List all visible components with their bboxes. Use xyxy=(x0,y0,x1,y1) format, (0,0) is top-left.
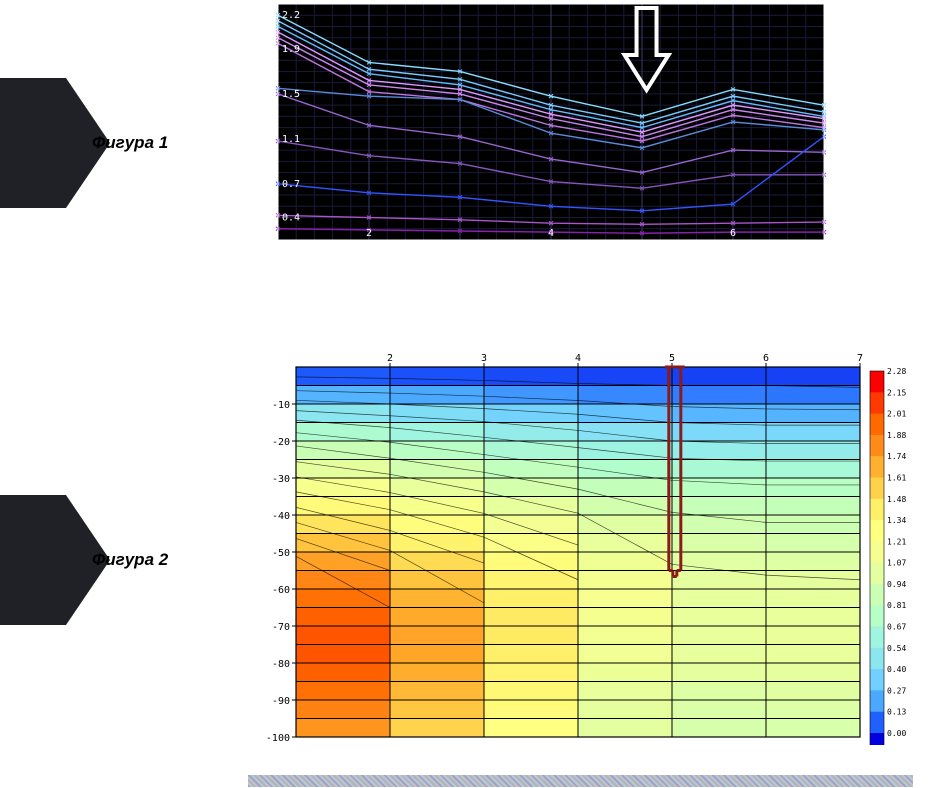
svg-text:3: 3 xyxy=(481,353,487,364)
svg-text:-10: -10 xyxy=(272,400,290,411)
svg-text:0.27: 0.27 xyxy=(887,686,906,695)
svg-text:0.67: 0.67 xyxy=(887,623,906,632)
svg-text:7: 7 xyxy=(857,353,863,364)
svg-text:2: 2 xyxy=(387,353,393,364)
svg-text:-30: -30 xyxy=(272,474,290,485)
svg-text:1.1: 1.1 xyxy=(282,134,300,145)
svg-text:1.9: 1.9 xyxy=(282,44,300,55)
svg-text:0.40: 0.40 xyxy=(887,665,906,674)
figure1-label-text: Фигура 1 xyxy=(92,133,168,153)
svg-text:0.4: 0.4 xyxy=(282,213,300,224)
svg-text:1.34: 1.34 xyxy=(887,516,906,525)
svg-text:4: 4 xyxy=(575,353,581,364)
svg-text:2.28: 2.28 xyxy=(887,367,906,376)
svg-text:1.5: 1.5 xyxy=(282,89,300,100)
svg-text:2: 2 xyxy=(366,228,372,239)
svg-text:6: 6 xyxy=(730,228,736,239)
svg-text:1.74: 1.74 xyxy=(887,452,906,461)
svg-text:-40: -40 xyxy=(272,511,290,522)
svg-text:0.13: 0.13 xyxy=(887,708,906,717)
svg-text:-20: -20 xyxy=(272,437,290,448)
figure2-chart: 2 3 4 5 6 7 -10 -20 -30 -40 -50 -60 -70 -80 -90 -100 2.2… xyxy=(248,345,918,745)
svg-text:1.07: 1.07 xyxy=(887,559,906,568)
svg-text:-70: -70 xyxy=(272,622,290,633)
svg-text:4: 4 xyxy=(548,228,554,239)
figure1-label-arrow: Фигура 1 xyxy=(0,78,220,208)
svg-text:5: 5 xyxy=(669,353,675,364)
svg-text:0.94: 0.94 xyxy=(887,580,906,589)
svg-text:1.48: 1.48 xyxy=(887,495,906,504)
figure2-label-arrow: Фигура 2 xyxy=(0,495,220,625)
svg-text:2.15: 2.15 xyxy=(887,388,906,397)
svg-text:-90: -90 xyxy=(272,696,290,707)
svg-text:-80: -80 xyxy=(272,659,290,670)
svg-text:2.2: 2.2 xyxy=(282,10,300,21)
figure1-chart: 0.4 0.7 1.1 1.5 1.9 2.2 2 4 6 xyxy=(248,0,828,260)
svg-text:0.81: 0.81 xyxy=(887,601,906,610)
svg-text:-100: -100 xyxy=(266,733,290,744)
svg-text:1.61: 1.61 xyxy=(887,473,906,482)
svg-text:0.7: 0.7 xyxy=(282,179,300,190)
svg-text:0.54: 0.54 xyxy=(887,644,906,653)
svg-text:1.88: 1.88 xyxy=(887,431,906,440)
svg-text:0.00: 0.00 xyxy=(887,729,906,738)
svg-text:2.01: 2.01 xyxy=(887,410,906,419)
svg-text:1.21: 1.21 xyxy=(887,537,906,546)
noise-strip xyxy=(248,775,913,787)
svg-text:6: 6 xyxy=(763,353,769,364)
svg-text:-50: -50 xyxy=(272,548,290,559)
svg-text:-60: -60 xyxy=(272,585,290,596)
figure2-label-text: Фигура 2 xyxy=(92,550,168,570)
